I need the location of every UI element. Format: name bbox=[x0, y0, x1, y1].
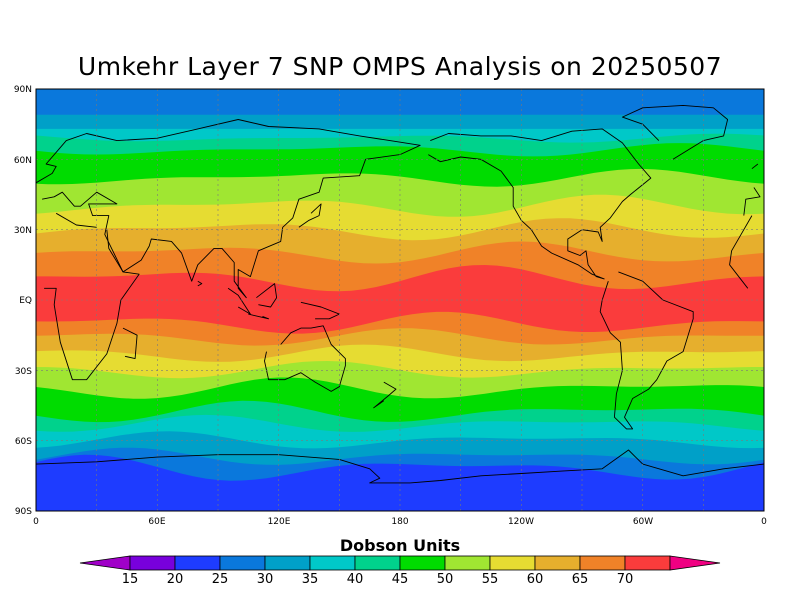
colorbar-tick-label: 70 bbox=[617, 572, 634, 587]
latitude-axis: 90N 60N 30N EQ 30S 60S 90S bbox=[14, 85, 32, 517]
colorbar-swatch bbox=[354, 555, 401, 571]
lon-label-120w: 120W bbox=[508, 517, 534, 527]
colorbar-swatch bbox=[489, 555, 536, 571]
colorbar-tick-label: 45 bbox=[392, 572, 409, 587]
lat-label-90s: 90S bbox=[15, 507, 32, 517]
colorbar-swatch bbox=[534, 555, 581, 571]
colorbar-tick-label: 50 bbox=[437, 572, 454, 587]
coastline bbox=[298, 203, 322, 228]
lon-label-0-left: 0 bbox=[33, 517, 39, 527]
coastline bbox=[36, 449, 764, 511]
lat-label-30s: 30S bbox=[15, 367, 32, 377]
coastline bbox=[428, 128, 652, 280]
colorbar-tick-label: 65 bbox=[572, 572, 589, 587]
coastline bbox=[264, 325, 346, 392]
lat-label-60n: 60N bbox=[14, 156, 32, 166]
coastline bbox=[122, 327, 138, 360]
coastline bbox=[256, 283, 278, 308]
coastline bbox=[599, 271, 694, 430]
colorbar-underflow-triangle bbox=[79, 555, 131, 571]
colorbar-tick-label: 30 bbox=[257, 572, 274, 587]
colorbar-swatch bbox=[309, 555, 356, 571]
lon-label-180: 180 bbox=[391, 517, 408, 527]
lon-label-60e: 60E bbox=[148, 517, 165, 527]
lat-label-90n: 90N bbox=[14, 85, 32, 95]
colorbar: 15 20 25 30 35 40 45 50 55 60 65 70 bbox=[79, 555, 721, 587]
lon-label-60w: 60W bbox=[633, 517, 653, 527]
colorbar-overflow-triangle bbox=[669, 555, 721, 571]
lat-label-60s: 60S bbox=[15, 437, 32, 447]
colorbar-tick-label: 15 bbox=[122, 572, 139, 587]
graticule bbox=[36, 89, 764, 511]
colorbar-swatch bbox=[399, 555, 446, 571]
chart-title: Umkehr Layer 7 SNP OMPS Analysis on 2025… bbox=[77, 52, 723, 81]
colorbar-tick-label: 25 bbox=[212, 572, 229, 587]
colorbar-swatch bbox=[444, 555, 491, 571]
lon-label-0-right: 0 bbox=[761, 517, 767, 527]
coastline bbox=[373, 381, 397, 409]
coastline bbox=[248, 313, 270, 320]
colorbar-swatch bbox=[129, 555, 176, 571]
lat-label-30n: 30N bbox=[14, 226, 32, 236]
map-frame bbox=[35, 88, 765, 512]
lon-label-120e: 120E bbox=[268, 517, 291, 527]
colorbar-swatch bbox=[174, 555, 221, 571]
coastline bbox=[36, 119, 761, 299]
colorbar-swatch bbox=[624, 555, 671, 571]
coastline bbox=[751, 163, 759, 170]
colorbar-swatch bbox=[579, 555, 626, 571]
colorbar-swatch bbox=[264, 555, 311, 571]
longitude-axis: 0 60E 120E 180 120W 60W 0 bbox=[33, 517, 767, 527]
colorbar-swatch bbox=[219, 555, 266, 571]
colorbar-tick-label: 35 bbox=[302, 572, 319, 587]
colorbar-tick-label: 40 bbox=[347, 572, 364, 587]
coastline bbox=[621, 104, 729, 160]
coastline-outlines bbox=[36, 104, 764, 511]
lat-label-eq: EQ bbox=[19, 296, 32, 306]
colorbar-tick-label: 60 bbox=[527, 572, 544, 587]
colorbar-tick-label: 55 bbox=[482, 572, 499, 587]
colorbar-title: Dobson Units bbox=[339, 536, 461, 555]
coastline bbox=[227, 287, 251, 315]
colorbar-tick-label: 20 bbox=[167, 572, 184, 587]
coastline bbox=[197, 280, 203, 287]
